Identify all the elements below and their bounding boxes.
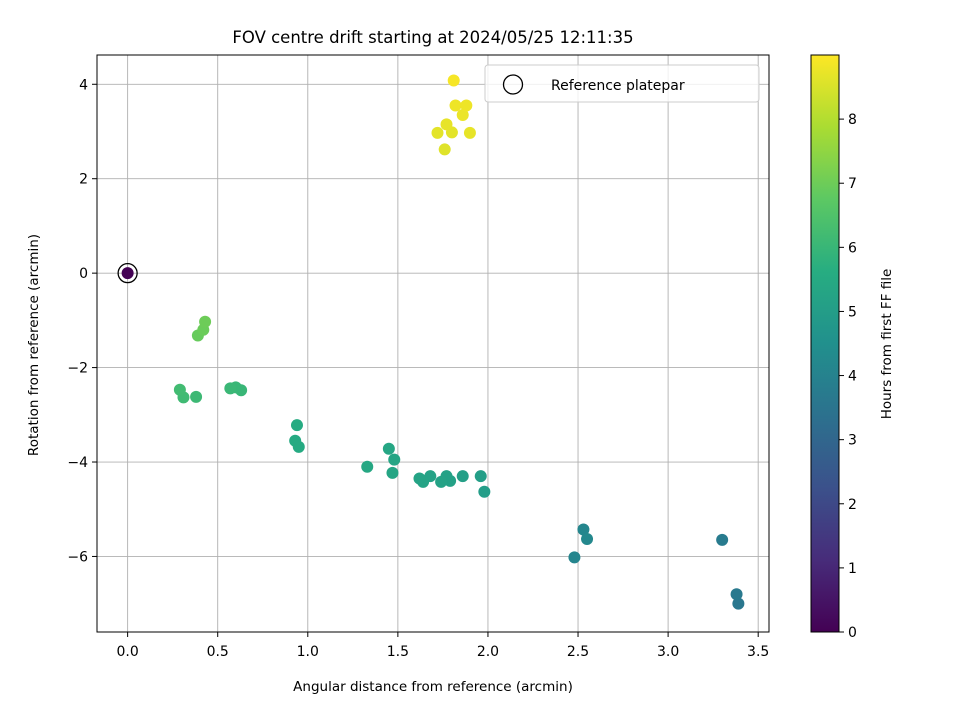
chart-title: FOV centre drift starting at 2024/05/25 … bbox=[232, 28, 633, 47]
data-point bbox=[290, 419, 303, 432]
y-tick-label: 2 bbox=[79, 172, 88, 188]
data-point bbox=[447, 74, 460, 87]
colorbar-tick-label: 6 bbox=[848, 240, 857, 256]
data-point bbox=[474, 470, 487, 483]
x-axis-label: Angular distance from reference (arcmin) bbox=[293, 679, 573, 695]
data-point bbox=[289, 434, 302, 447]
data-point bbox=[577, 523, 590, 536]
x-tick-label: 1.5 bbox=[387, 644, 409, 660]
y-tick-label: 4 bbox=[79, 77, 88, 93]
grid bbox=[97, 55, 769, 632]
y-axis-ticks: −6 −4 −2 0 2 4 bbox=[67, 77, 97, 565]
colorbar-tick-label: 0 bbox=[848, 625, 857, 641]
data-point bbox=[435, 475, 448, 488]
data-point bbox=[456, 470, 469, 483]
reference-point bbox=[121, 267, 134, 280]
data-point bbox=[382, 442, 395, 455]
x-tick-label: 2.5 bbox=[567, 644, 589, 660]
x-tick-label: 1.0 bbox=[297, 644, 319, 660]
data-point bbox=[730, 588, 743, 601]
colorbar-tick-label: 3 bbox=[848, 433, 857, 449]
data-point bbox=[173, 383, 186, 396]
colorbar-frame bbox=[810, 54, 840, 633]
data-point bbox=[388, 453, 401, 466]
data-point bbox=[361, 460, 374, 473]
y-axis-label: Rotation from reference (arcmin) bbox=[26, 234, 42, 456]
data-point bbox=[478, 485, 491, 498]
colorbar-tick-label: 8 bbox=[848, 112, 857, 128]
colorbar-label: Hours from first FF file bbox=[879, 269, 895, 420]
colorbar-ticks: 0 1 2 3 4 5 6 7 8 bbox=[839, 112, 857, 641]
x-tick-label: 0.0 bbox=[116, 644, 138, 660]
data-point bbox=[199, 315, 212, 328]
x-tick-label: 3.0 bbox=[657, 644, 679, 660]
data-point bbox=[413, 472, 426, 485]
data-point bbox=[190, 390, 203, 403]
x-axis-ticks: 0.0 0.5 1.0 1.5 2.0 2.5 3.0 3.5 bbox=[116, 632, 769, 660]
legend-label: Reference platepar bbox=[551, 78, 685, 94]
colorbar-tick-label: 4 bbox=[848, 369, 857, 385]
data-point bbox=[449, 99, 462, 112]
y-tick-label: −4 bbox=[67, 455, 88, 471]
data-point bbox=[438, 143, 451, 156]
data-point bbox=[440, 118, 453, 131]
data-point bbox=[568, 551, 581, 564]
colorbar-tick-label: 2 bbox=[848, 497, 857, 513]
data-point bbox=[224, 382, 237, 395]
y-tick-label: 0 bbox=[79, 266, 88, 282]
y-tick-label: −6 bbox=[67, 549, 88, 565]
data-point bbox=[456, 108, 469, 121]
data-point bbox=[431, 126, 444, 139]
x-tick-label: 2.0 bbox=[477, 644, 499, 660]
data-point bbox=[716, 533, 729, 546]
plot-frame bbox=[96, 54, 770, 633]
colorbar bbox=[811, 55, 839, 632]
x-tick-label: 0.5 bbox=[207, 644, 229, 660]
data-points bbox=[117, 74, 745, 610]
data-point bbox=[386, 466, 399, 479]
legend: Reference platepar bbox=[484, 64, 760, 103]
data-point bbox=[581, 532, 594, 545]
legend-box bbox=[484, 64, 760, 103]
data-point bbox=[460, 99, 473, 112]
data-point bbox=[463, 126, 476, 139]
reference-platepar-marker bbox=[117, 262, 138, 284]
x-tick-label: 3.5 bbox=[747, 644, 769, 660]
colorbar-tick-label: 5 bbox=[848, 304, 857, 320]
legend-marker bbox=[502, 74, 524, 95]
colorbar-tick-label: 1 bbox=[848, 561, 857, 577]
colorbar-tick-label: 7 bbox=[848, 176, 857, 192]
y-tick-label: −2 bbox=[67, 361, 88, 377]
data-point bbox=[732, 597, 745, 610]
